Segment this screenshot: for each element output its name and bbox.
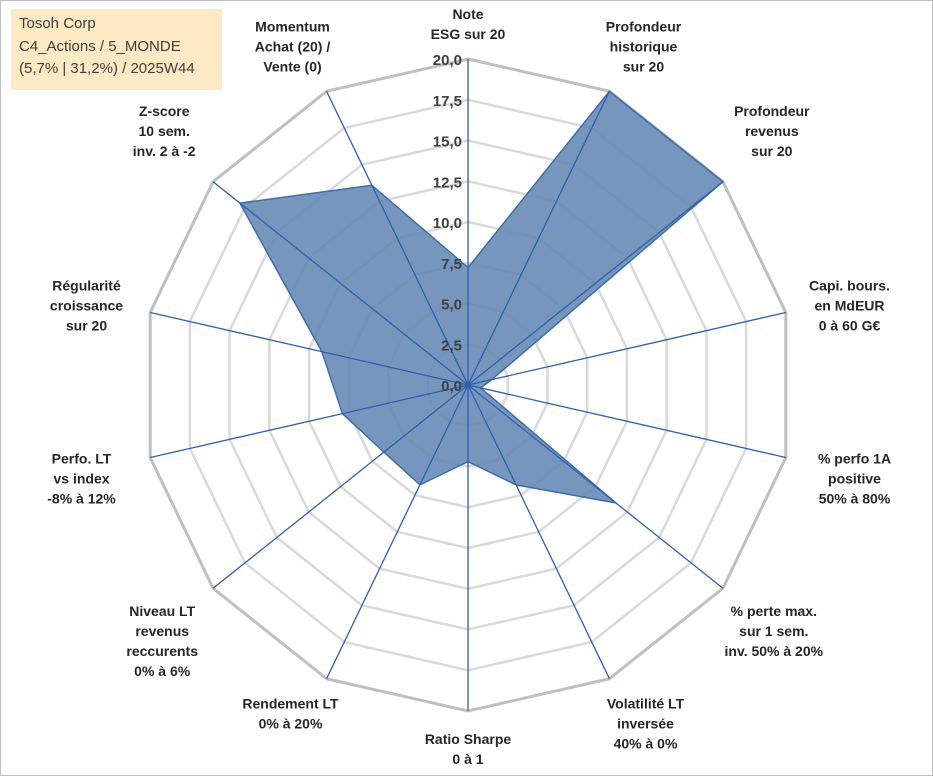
axis-spoke (326, 91, 469, 386)
axis-spoke (212, 181, 469, 386)
axis-label: Perfo. LT vs index -8% à 12% (47, 451, 116, 507)
axis-spoke (150, 311, 469, 386)
tick-label: 17,5 (433, 93, 462, 110)
axis-label-line: vs index (53, 471, 109, 487)
axis-label: Régularité croissance sur 20 (50, 277, 123, 333)
axis-label-line: reccurents (126, 643, 198, 659)
axis-labels: Note ESG sur 20 Profondeur historique sur 20… (47, 6, 891, 767)
axis-label: Ratio Sharpe 0 à 1 (425, 731, 512, 767)
axis-spoke (467, 311, 786, 386)
axis-label-line: Vente (0) (263, 59, 321, 75)
axis-label-line: Volatilité LT (607, 695, 685, 711)
axis-label-line: Rendement LT (242, 695, 339, 711)
axis-label-line: 40% à 0% (614, 735, 678, 751)
axis-label: Rendement LT 0% à 20% (242, 695, 339, 731)
axis-label-line: inversée (617, 715, 674, 731)
tick-label: 5,0 (441, 297, 462, 314)
axis-label-line: Régularité (52, 277, 121, 293)
axis-label: % perfo 1A positive 50% à 80% (818, 451, 891, 507)
axis-spoke (150, 384, 469, 459)
axis-label: Note ESG sur 20 (431, 6, 506, 42)
axis-label-line: Ratio Sharpe (425, 731, 512, 747)
axis-label-line: 0 à 1 (452, 751, 483, 767)
info-box: Tosoh Corp C4_Actions / 5_MONDE (5,7% | … (11, 9, 222, 90)
axis-label-line: sur 20 (751, 143, 792, 159)
axis-label-line: positive (828, 471, 881, 487)
tick-label: 20,0 (433, 52, 462, 69)
company-name: Tosoh Corp (19, 15, 96, 32)
axis-label-line: 10 sem. (139, 123, 190, 139)
tick-label: 15,0 (433, 134, 462, 151)
axis-label-line: sur 1 sem. (739, 623, 808, 639)
axis-spoke (212, 384, 469, 589)
axis-label-line: Profondeur (606, 19, 682, 35)
axis-label-line: 0% à 6% (134, 663, 191, 679)
axis-label-line: sur 20 (623, 59, 664, 75)
axis-label-line: Capi. bours. (809, 277, 890, 293)
axis-label-line: % perte max. (731, 603, 817, 619)
tick-label: 12,5 (433, 174, 462, 191)
axis-label-line: inv. 50% à 20% (725, 643, 824, 659)
portfolio-stats: (5,7% | 31,2%) / 2025W44 (19, 60, 195, 77)
axis-label-line: 50% à 80% (819, 491, 891, 507)
tick-label: 7,5 (441, 256, 462, 273)
axis-label-line: -8% à 12% (47, 491, 116, 507)
axis-label-line: Z-score (139, 103, 190, 119)
axis-label: Profondeur revenus sur 20 (734, 103, 810, 159)
axis-label-line: Perfo. LT (52, 451, 112, 467)
axis-spoke (467, 91, 610, 386)
portfolio-name: C4_Actions / 5_MONDE (19, 37, 181, 55)
tick-label: 10,0 (433, 215, 462, 232)
axis-spoke (467, 384, 786, 459)
axis-label-line: inv. 2 à -2 (133, 143, 196, 159)
axis-label-line: Profondeur (734, 103, 810, 119)
axis-label-line: Niveau LT (129, 603, 195, 619)
radial-tick-labels: 0,0 2,5 5,0 7,5 10,0 12,5 15,0 17,5 20,0 (433, 52, 462, 395)
axis-label-line: ESG sur 20 (431, 26, 506, 42)
axis-label-line: Achat (20) / (255, 39, 331, 55)
axis-label: Capi. bours. en MdEUR 0 à 60 G€ (809, 277, 890, 333)
axis-label: Momentum Achat (20) / Vente (0) (255, 19, 331, 75)
axis-label: % perte max. sur 1 sem. inv. 50% à 20% (725, 603, 824, 659)
axis-spoke (326, 384, 469, 679)
axis-label-line: revenus (135, 623, 189, 639)
tick-label: 2,5 (441, 337, 462, 354)
axis-label: Niveau LT revenus reccurents 0% à 6% (126, 603, 198, 679)
axis-label-line: Note (452, 6, 483, 22)
axis-spoke (467, 181, 724, 386)
axis-label: Z-score 10 sem. inv. 2 à -2 (133, 103, 196, 159)
axis-label-line: Momentum (255, 19, 330, 35)
axis-label-line: en MdEUR (815, 297, 885, 313)
axis-label-line: 0% à 20% (259, 715, 323, 731)
axis-label-line: croissance (50, 297, 123, 313)
axis-label-line: historique (610, 39, 678, 55)
axis-spoke (467, 384, 724, 589)
axis-spoke (467, 384, 610, 679)
axis-label-line: % perfo 1A (818, 451, 891, 467)
axis-label-line: revenus (745, 123, 799, 139)
axis-label-line: sur 20 (66, 317, 107, 333)
axis-label-line: 0 à 60 G€ (819, 317, 881, 333)
axis-label: Volatilité LT inversée 40% à 0% (607, 695, 685, 751)
axis-label: Profondeur historique sur 20 (606, 19, 682, 75)
tick-label: 0,0 (441, 378, 462, 395)
